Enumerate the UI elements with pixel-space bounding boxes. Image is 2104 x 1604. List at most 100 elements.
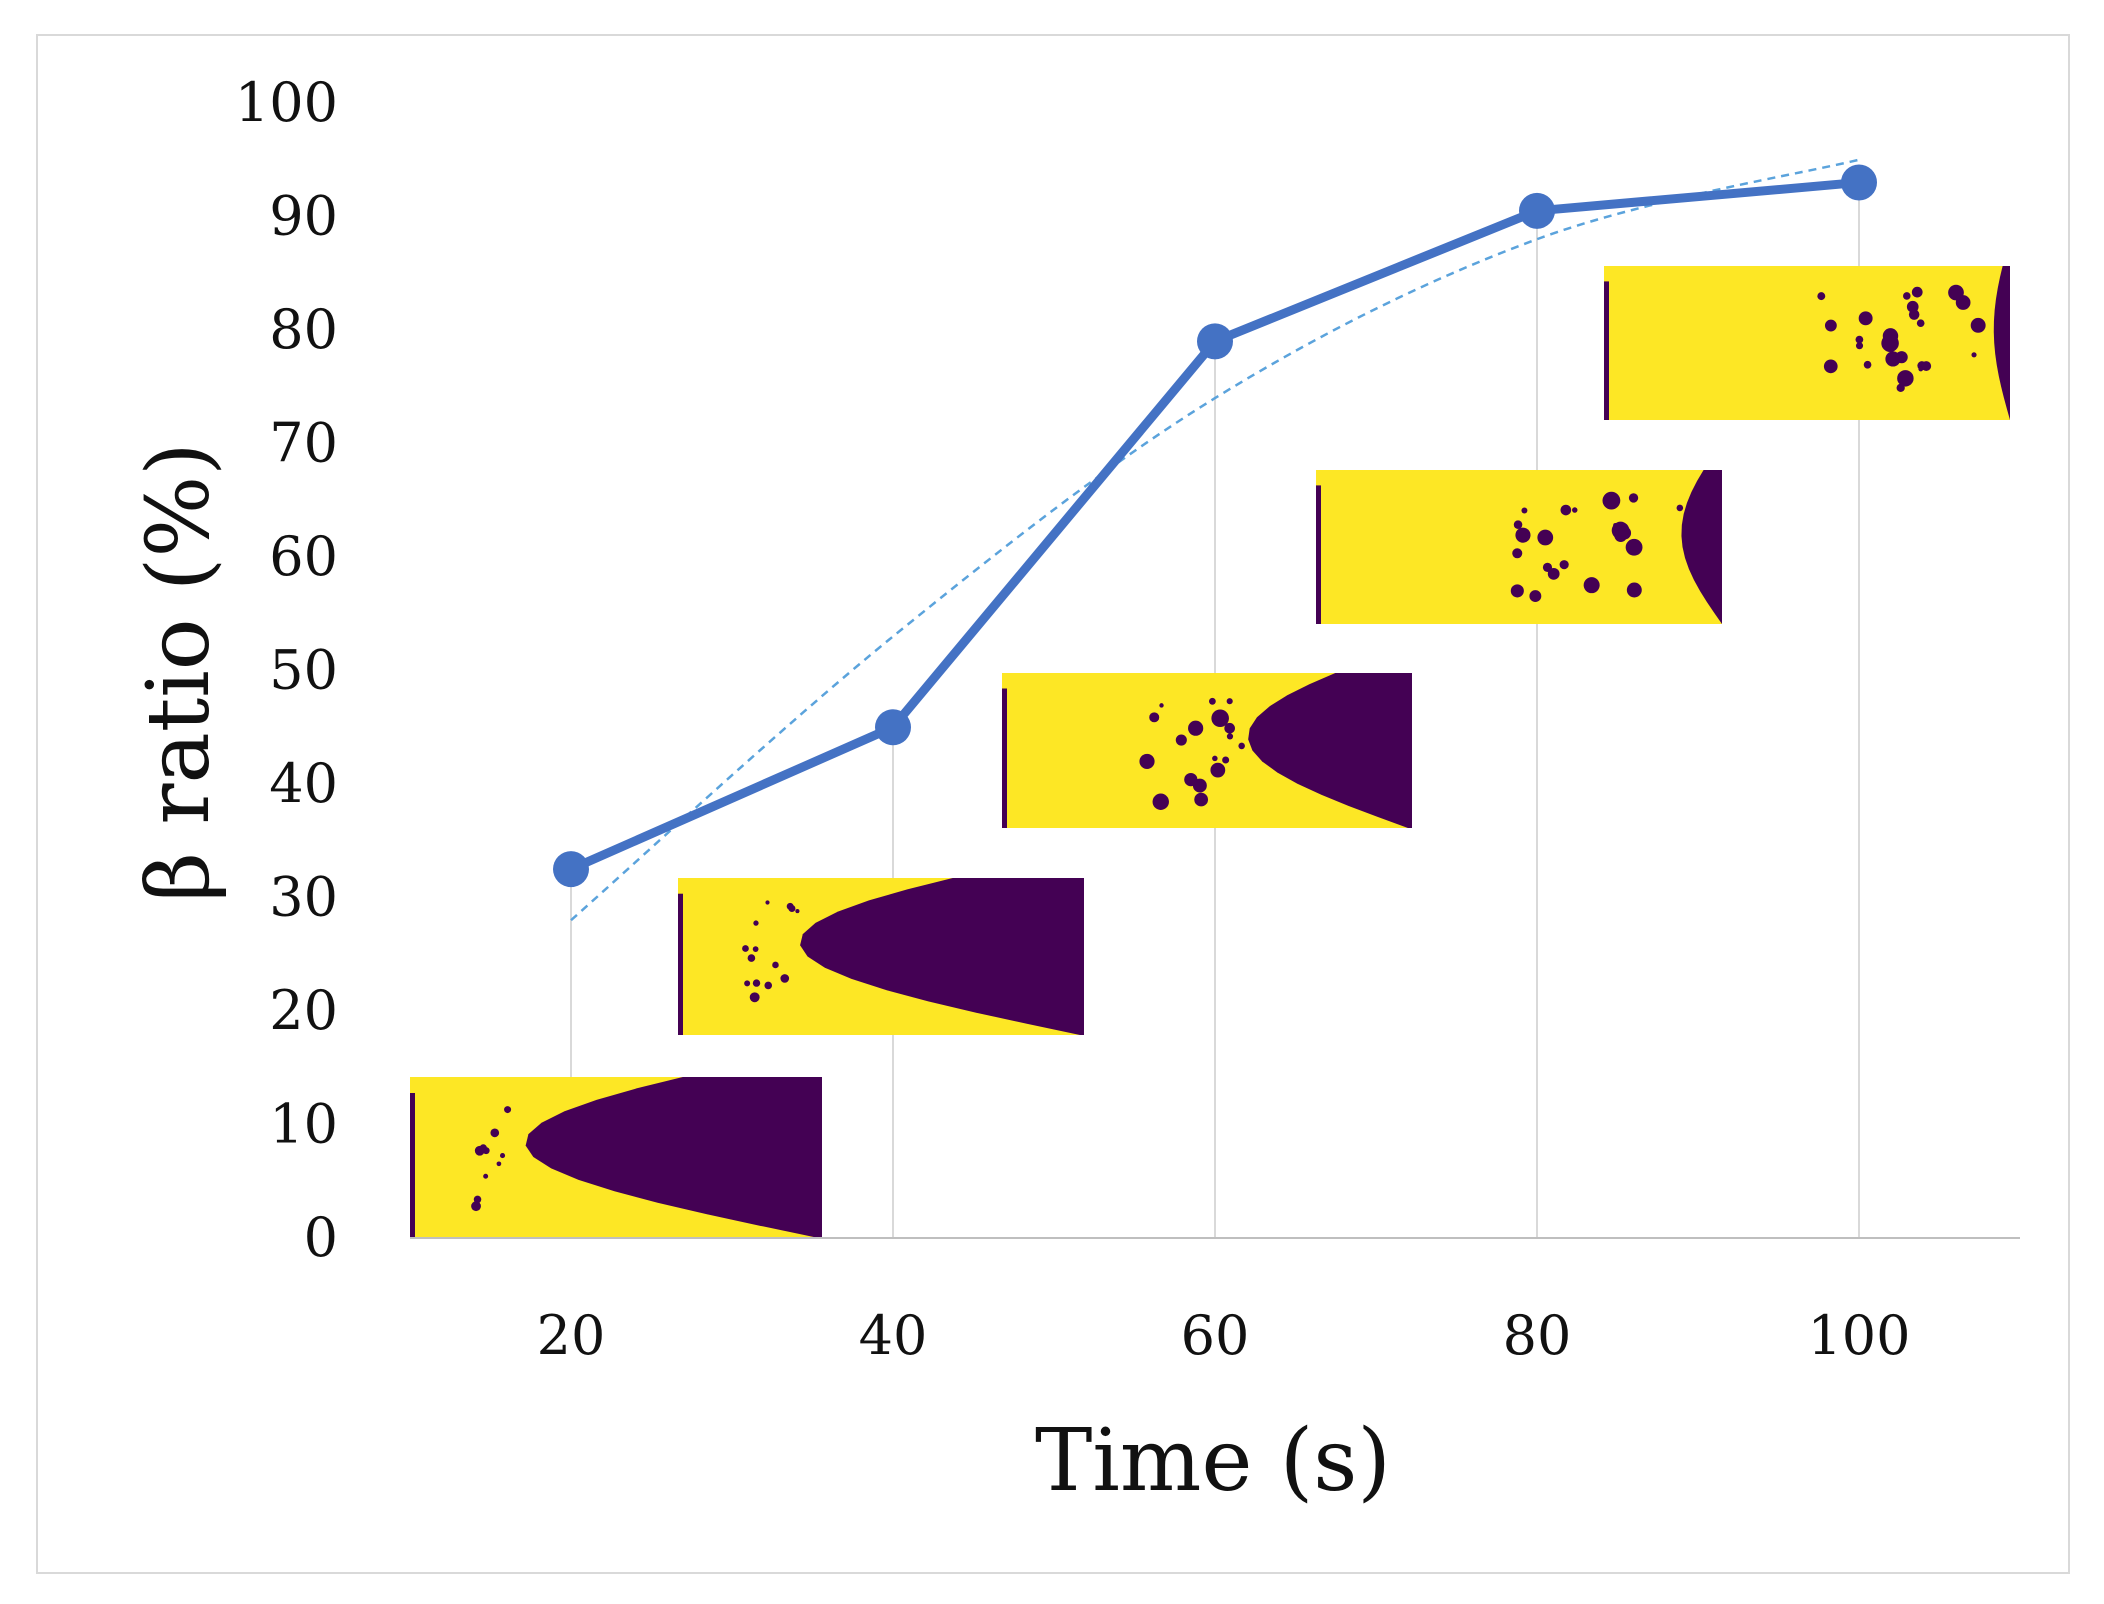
inset-bg — [1604, 266, 2010, 420]
y-tick-label-50: 50 — [269, 639, 338, 702]
inset-speck — [788, 904, 796, 913]
y-tick-label-80: 80 — [269, 298, 338, 361]
x-axis-title: Time (s) — [1035, 1411, 1391, 1511]
inset-speck — [1863, 360, 1872, 369]
inset-speck — [1676, 504, 1684, 512]
inset-image-100s — [1604, 266, 2010, 420]
inset-speck — [1855, 342, 1864, 350]
inset-speck — [479, 1144, 487, 1152]
x-tick-label-60: 60 — [1181, 1304, 1250, 1367]
inset-speck — [1858, 311, 1873, 326]
inset-speck — [1602, 491, 1621, 510]
inset-speck — [1188, 720, 1204, 736]
inset-speck — [1208, 697, 1216, 705]
inset-speck — [744, 980, 751, 987]
inset-dark-region — [1248, 673, 1412, 828]
inset-speck — [780, 974, 790, 983]
inset-speck — [749, 992, 760, 1003]
inset-speck — [752, 946, 759, 953]
x-tick-label-40: 40 — [859, 1304, 928, 1367]
inset-speck — [1911, 286, 1923, 298]
inset-speck — [1212, 755, 1218, 762]
inset-speck — [1222, 756, 1230, 764]
y-tick-label-40: 40 — [269, 752, 338, 815]
data-point-100 — [1841, 164, 1877, 201]
inset-image-20s — [410, 1077, 822, 1237]
inset-dark-region — [1681, 470, 1722, 624]
inset-speck — [1510, 584, 1524, 598]
x-tick-label-80: 80 — [1503, 1304, 1572, 1367]
inset-speck — [1618, 526, 1632, 540]
inset-speck — [1817, 292, 1826, 301]
inset-speck — [1512, 548, 1523, 559]
inset-speck — [1613, 523, 1618, 528]
inset-speck — [1895, 351, 1908, 364]
inset-speck — [471, 1201, 481, 1212]
inset-speck — [1184, 772, 1198, 787]
y-tick-label-0: 0 — [304, 1206, 338, 1269]
inset-speck — [1560, 504, 1572, 516]
y-tick-label-60: 60 — [269, 525, 338, 588]
inset-dark-region — [800, 878, 1084, 1035]
y-tick-label-70: 70 — [269, 412, 338, 475]
data-point-80 — [1519, 192, 1555, 229]
inset-speck — [1175, 734, 1187, 746]
inset-speck — [1921, 361, 1932, 371]
inset-left-edge — [410, 1093, 415, 1237]
inset-speck — [1521, 507, 1528, 514]
inset-left-edge — [678, 893, 683, 1035]
inset-speck — [772, 961, 779, 969]
series-layer — [553, 164, 1877, 888]
inset-speck — [1971, 352, 1977, 358]
inset-dark-region — [525, 1077, 822, 1237]
inset-speck — [1906, 300, 1919, 313]
inset-speck — [747, 954, 756, 962]
y-tick-labels: 0 10 20 30 40 50 60 70 80 90 100 — [235, 71, 338, 1269]
inset-speck — [1226, 733, 1234, 740]
inset-speck — [1537, 529, 1554, 546]
inset-speck — [1529, 590, 1542, 603]
inset-speck — [1210, 762, 1226, 778]
inset-speck — [1970, 317, 1986, 333]
inset-speck — [1542, 562, 1553, 572]
inset-speck — [1823, 359, 1838, 374]
y-tick-label-90: 90 — [269, 185, 338, 248]
inset-speck — [504, 1106, 512, 1114]
inset-speck — [1625, 538, 1643, 556]
inset-speck — [1897, 370, 1914, 387]
data-point-20 — [553, 851, 589, 888]
inset-speck — [496, 1161, 502, 1167]
inset-speck — [1194, 792, 1209, 807]
inset-speck — [795, 908, 800, 914]
inset-speck — [1855, 335, 1864, 344]
inset-speck — [1572, 507, 1578, 513]
inset-speck — [500, 1153, 506, 1159]
inset-bg — [1316, 470, 1722, 624]
inset-speck — [1881, 334, 1899, 352]
inset-speck — [764, 981, 773, 990]
inset-speck — [490, 1128, 500, 1138]
inset-speck — [1824, 319, 1837, 332]
inset-speck — [1224, 722, 1235, 734]
inset-speck — [1898, 376, 1903, 382]
inset-speck — [1513, 520, 1523, 529]
x-tick-label-100: 100 — [1807, 1304, 1910, 1367]
trend-layer — [570, 158, 1860, 922]
x-tick-labels: 20 40 60 80 100 — [537, 1304, 1911, 1367]
inset-speck — [483, 1173, 489, 1179]
inset-image-40s — [678, 878, 1084, 1035]
inset-speck — [1226, 698, 1233, 705]
y-tick-label-20: 20 — [269, 979, 338, 1042]
inset-speck — [1918, 366, 1924, 372]
inset-speck — [1515, 527, 1531, 543]
inset-image-60s — [1002, 673, 1412, 828]
y-tick-label-30: 30 — [269, 866, 338, 929]
inset-speck — [752, 979, 761, 987]
inset-speck — [1896, 383, 1905, 392]
inset-speck — [1238, 742, 1245, 750]
y-tick-label-10: 10 — [269, 1093, 338, 1156]
inset-left-edge — [1604, 281, 1609, 420]
y-tick-label-100: 100 — [235, 71, 338, 134]
inset-speck — [1211, 709, 1229, 728]
